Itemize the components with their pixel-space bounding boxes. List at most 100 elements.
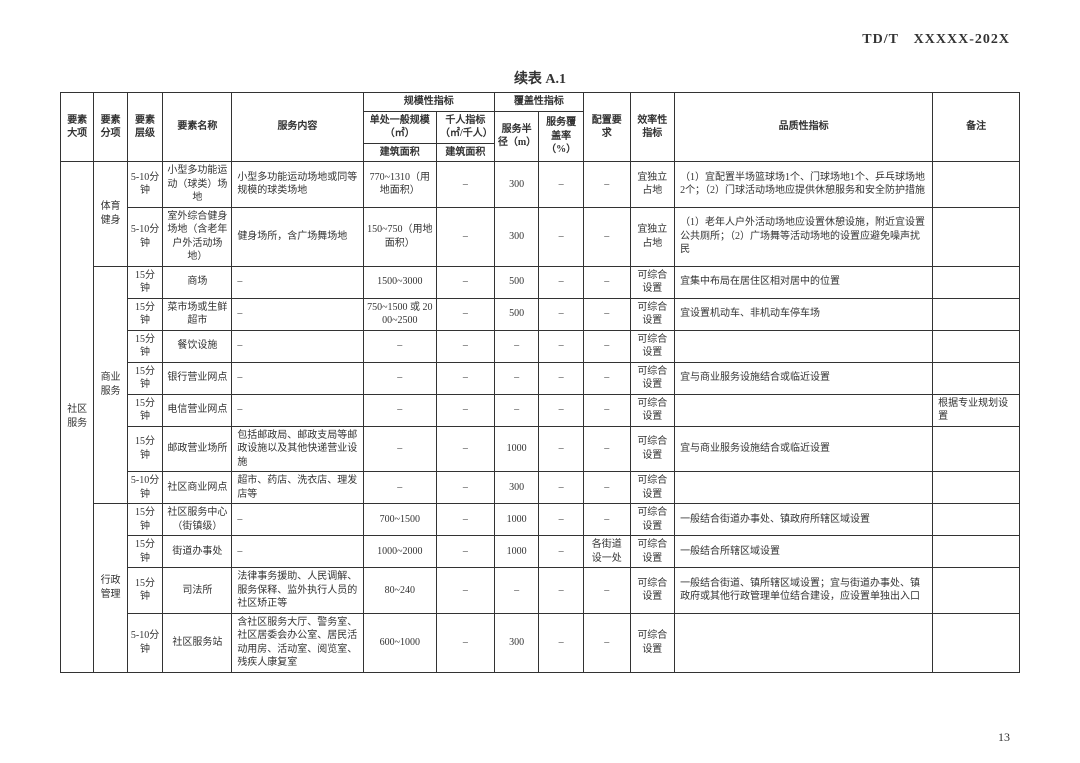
col-radius: 服务半径（m） xyxy=(494,111,539,162)
table-cell: – xyxy=(539,568,584,614)
table-cell: – xyxy=(539,472,584,504)
table-cell: 宜独立占地 xyxy=(630,207,675,266)
table-row: 5-10分钟社区服务站含社区服务大厅、警务室、社区居委会办公室、居民活动用房、活… xyxy=(61,613,1020,672)
table-cell: 可综合设置 xyxy=(630,568,675,614)
table-cell: 体育健身 xyxy=(94,162,127,267)
table-cell: – xyxy=(437,426,495,472)
col-covrate: 服务覆盖率（%） xyxy=(539,111,584,162)
table-cell xyxy=(933,568,1020,614)
table-cell: – xyxy=(539,504,584,536)
table-cell: – xyxy=(494,362,539,394)
table-cell xyxy=(933,207,1020,266)
table-cell: – xyxy=(437,613,495,672)
col-service: 服务内容 xyxy=(232,93,363,162)
table-row: 行政管理15分钟社区服务中心（街镇级）–700~1500–1000––可综合设置… xyxy=(61,504,1020,536)
table-cell: 500 xyxy=(494,266,539,298)
page-number: 13 xyxy=(998,730,1010,745)
table-cell: 15分钟 xyxy=(127,330,163,362)
table-cell: – xyxy=(539,162,584,208)
table-cell: – xyxy=(363,330,436,362)
document-id: TD/T XXXXX-202X xyxy=(862,28,1010,48)
table-cell: – xyxy=(437,162,495,208)
table-cell: – xyxy=(437,266,495,298)
table-cell: 宜独立占地 xyxy=(630,162,675,208)
table-cell: 15分钟 xyxy=(127,504,163,536)
table-cell: 15分钟 xyxy=(127,362,163,394)
table-cell: – xyxy=(539,362,584,394)
table-cell: 宜设置机动车、非机动车停车场 xyxy=(675,298,933,330)
table-cell: – xyxy=(583,504,630,536)
table-cell: – xyxy=(232,536,363,568)
table-cell: 包括邮政局、邮政支局等邮政设施以及其他快递营业设施 xyxy=(232,426,363,472)
table-cell: 600~1000 xyxy=(363,613,436,672)
table-cell xyxy=(675,613,933,672)
table-cell: – xyxy=(583,298,630,330)
table-cell: 社区商业网点 xyxy=(163,472,232,504)
table-cell: 可综合设置 xyxy=(630,426,675,472)
table-cell: 770~1310（用地面积） xyxy=(363,162,436,208)
table-cell: 宜与商业服务设施结合或临近设置 xyxy=(675,362,933,394)
table-cell: – xyxy=(437,394,495,426)
table-cell: 5-10分钟 xyxy=(127,472,163,504)
table-cell: 商场 xyxy=(163,266,232,298)
table-cell: 一般结合街道办事处、镇政府所辖区域设置 xyxy=(675,504,933,536)
table-cell: 商业服务 xyxy=(94,266,127,504)
table-cell: 超市、药店、洗衣店、理发店等 xyxy=(232,472,363,504)
table-cell: – xyxy=(583,613,630,672)
table-cell: – xyxy=(437,504,495,536)
table-cell: – xyxy=(539,298,584,330)
table-cell xyxy=(675,472,933,504)
table-cell: – xyxy=(363,394,436,426)
table-cell: 1000~2000 xyxy=(363,536,436,568)
table-cell: 15分钟 xyxy=(127,394,163,426)
table-cell: – xyxy=(494,394,539,426)
table-cell: 15分钟 xyxy=(127,536,163,568)
table-row: 15分钟菜市场或生鲜超市–750~1500 或 2000~2500–500––可… xyxy=(61,298,1020,330)
table-cell: 法律事务援助、人民调解、服务保释、监外执行人员的社区矫正等 xyxy=(232,568,363,614)
table-cell: 可综合设置 xyxy=(630,330,675,362)
table-cell: – xyxy=(539,426,584,472)
table-cell: 5-10分钟 xyxy=(127,162,163,208)
table-cell: 80~240 xyxy=(363,568,436,614)
col-thousand: 千人指标（㎡/千人） xyxy=(437,111,495,143)
table-cell: – xyxy=(539,330,584,362)
table-cell: – xyxy=(583,207,630,266)
col-remark: 备注 xyxy=(933,93,1020,162)
table-cell xyxy=(933,298,1020,330)
table-body: 社区服务体育健身5-10分钟小型多功能运动（球类）场地小型多功能运动场地或同等规… xyxy=(61,162,1020,673)
table-cell: – xyxy=(232,298,363,330)
table-cell: 可综合设置 xyxy=(630,504,675,536)
table-cell: – xyxy=(583,394,630,426)
table-cell: – xyxy=(539,266,584,298)
col-area2: 建筑面积 xyxy=(437,143,495,162)
table-row: 15分钟街道办事处–1000~2000–1000–各街道设一处可综合设置一般结合… xyxy=(61,536,1020,568)
table-cell: – xyxy=(494,568,539,614)
table-cell: 健身场所，含广场舞场地 xyxy=(232,207,363,266)
table-cell: – xyxy=(232,394,363,426)
table-cell: – xyxy=(539,536,584,568)
col-area1: 建筑面积 xyxy=(363,143,436,162)
table-cell: – xyxy=(232,330,363,362)
table-cell: – xyxy=(539,613,584,672)
table-cell: 1000 xyxy=(494,536,539,568)
table-cell: 150~750（用地面积） xyxy=(363,207,436,266)
col-name: 要素名称 xyxy=(163,93,232,162)
table-cell: 15分钟 xyxy=(127,426,163,472)
table-cell: 司法所 xyxy=(163,568,232,614)
table-row: 5-10分钟室外综合健身场地（含老年户外活动场地）健身场所，含广场舞场地150~… xyxy=(61,207,1020,266)
table-cell: 300 xyxy=(494,613,539,672)
table-cell: 300 xyxy=(494,207,539,266)
table-row: 社区服务体育健身5-10分钟小型多功能运动（球类）场地小型多功能运动场地或同等规… xyxy=(61,162,1020,208)
table-cell: 小型多功能运动（球类）场地 xyxy=(163,162,232,208)
table-cell: 宜与商业服务设施结合或临近设置 xyxy=(675,426,933,472)
table-cell xyxy=(933,362,1020,394)
table-cell: 700~1500 xyxy=(363,504,436,536)
table-cell: – xyxy=(583,568,630,614)
table-row: 15分钟邮政营业场所包括邮政局、邮政支局等邮政设施以及其他快递营业设施––100… xyxy=(61,426,1020,472)
table-row: 15分钟电信营业网点––––––可综合设置根据专业规划设置 xyxy=(61,394,1020,426)
col-quality: 品质性指标 xyxy=(675,93,933,162)
table-title: 续表 A.1 xyxy=(60,68,1020,88)
table-cell: 餐饮设施 xyxy=(163,330,232,362)
table-cell: – xyxy=(583,266,630,298)
table-cell: 1500~3000 xyxy=(363,266,436,298)
